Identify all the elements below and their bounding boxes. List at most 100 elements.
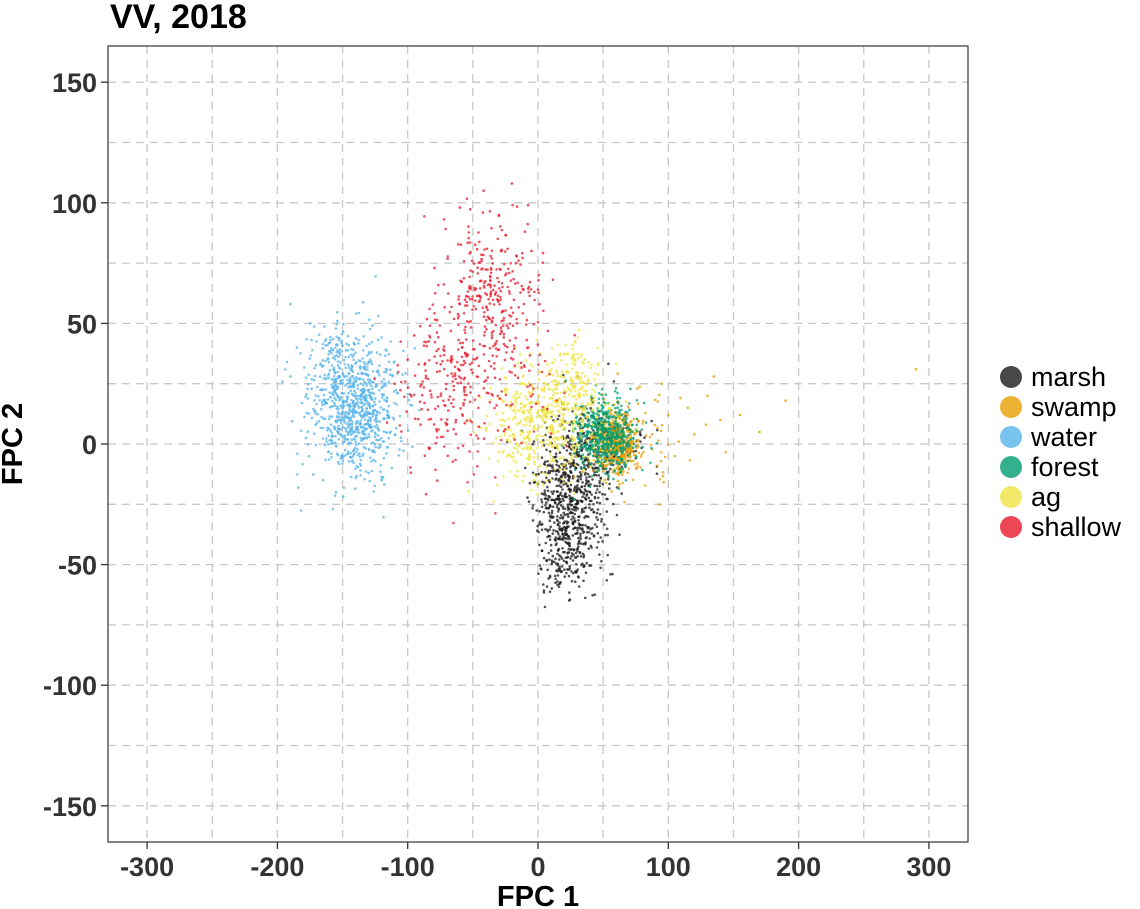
data-point-water [353, 467, 357, 471]
x-tick-label: 100 [646, 852, 691, 882]
data-point-marsh [585, 530, 589, 534]
data-point-water [385, 396, 389, 399]
y-tick-label: 150 [52, 68, 97, 98]
data-point-water [344, 349, 348, 352]
data-point-water [383, 398, 386, 402]
data-point-ag [568, 459, 572, 463]
data-point-ag [570, 358, 574, 362]
data-point-water [364, 422, 368, 426]
data-point-marsh [585, 481, 588, 484]
data-point-water [339, 422, 343, 425]
data-point-ag [581, 423, 585, 426]
data-point-shallow [549, 432, 553, 435]
data-point-ag [553, 436, 557, 439]
data-point-marsh [547, 506, 550, 510]
data-point-swamp [634, 440, 638, 444]
data-point-ag [571, 395, 574, 398]
data-point-marsh [583, 516, 586, 520]
data-point-forest [620, 404, 623, 408]
data-point-ag [589, 465, 592, 469]
data-point-forest [620, 447, 624, 450]
data-point-marsh [559, 500, 563, 504]
data-point-forest [631, 446, 635, 450]
data-point-marsh [639, 440, 642, 443]
data-point-forest [589, 462, 592, 466]
data-point-water [334, 434, 337, 438]
data-point-shallow [433, 355, 436, 358]
data-point-water [317, 395, 320, 398]
data-point-forest [597, 397, 601, 401]
data-point-ag [509, 406, 513, 410]
data-point-shallow [463, 421, 467, 425]
data-point-water [329, 335, 332, 339]
data-point-marsh [543, 491, 546, 495]
data-point-marsh [531, 506, 534, 510]
data-point-ag [526, 446, 530, 450]
data-point-forest [580, 445, 583, 449]
data-point-water [333, 371, 337, 375]
data-point-marsh [561, 565, 564, 568]
data-point-marsh [566, 441, 570, 444]
data-point-water [375, 420, 378, 424]
data-point-water [345, 375, 349, 378]
data-point-water [343, 421, 346, 424]
data-point-shallow [466, 481, 469, 484]
data-point-swamp [611, 418, 615, 422]
data-point-water [370, 350, 373, 354]
data-point-forest [582, 460, 586, 464]
data-point-marsh [537, 472, 541, 476]
data-point-water [358, 452, 361, 455]
data-point-water [312, 473, 315, 476]
data-point-water [358, 377, 361, 380]
data-point-marsh [556, 583, 559, 587]
data-point-forest [597, 427, 600, 431]
data-point-swamp [637, 451, 641, 455]
data-point-shallow [491, 288, 495, 292]
data-point-shallow [454, 421, 458, 424]
data-point-marsh [557, 484, 561, 488]
data-point-swamp [636, 462, 639, 465]
data-point-shallow [480, 268, 483, 271]
data-point-water [378, 353, 382, 356]
data-point-shallow [545, 407, 549, 411]
data-point-shallow [499, 326, 503, 330]
data-point-shallow [485, 318, 488, 322]
data-point-ag [582, 468, 586, 472]
data-point-swamp [664, 455, 667, 459]
data-point-ag [514, 401, 518, 405]
data-point-shallow [468, 400, 472, 404]
data-point-water [334, 392, 338, 395]
data-point-water [347, 372, 351, 375]
data-point-ag [608, 409, 612, 412]
data-point-marsh [540, 498, 543, 501]
data-point-shallow [399, 388, 402, 392]
data-point-ag [521, 374, 525, 378]
legend-swatch [1000, 516, 1022, 538]
data-point-ag [519, 352, 522, 356]
data-point-ag [526, 462, 529, 466]
data-point-marsh [532, 481, 536, 484]
data-point-water [314, 394, 318, 397]
data-point-shallow [460, 280, 464, 284]
data-point-shallow [513, 374, 517, 377]
data-point-marsh [540, 505, 544, 509]
data-point-water [296, 452, 299, 456]
data-point-ag [581, 385, 584, 389]
data-point-shallow [420, 407, 424, 411]
data-point-marsh [570, 511, 574, 515]
data-point-shallow [493, 367, 496, 371]
data-point-ag [537, 465, 540, 468]
data-point-water [319, 426, 323, 430]
data-point-water [354, 476, 358, 480]
data-point-forest [614, 387, 618, 390]
data-point-water [310, 387, 313, 391]
data-point-ag [496, 459, 500, 463]
data-point-water [365, 407, 369, 410]
data-point-shallow [502, 262, 506, 266]
data-point-ag [480, 426, 483, 430]
data-point-ag [553, 387, 557, 391]
data-point-swamp [673, 454, 677, 458]
data-point-ag [514, 443, 518, 446]
data-point-swamp [629, 456, 632, 459]
data-point-ag [473, 431, 476, 435]
